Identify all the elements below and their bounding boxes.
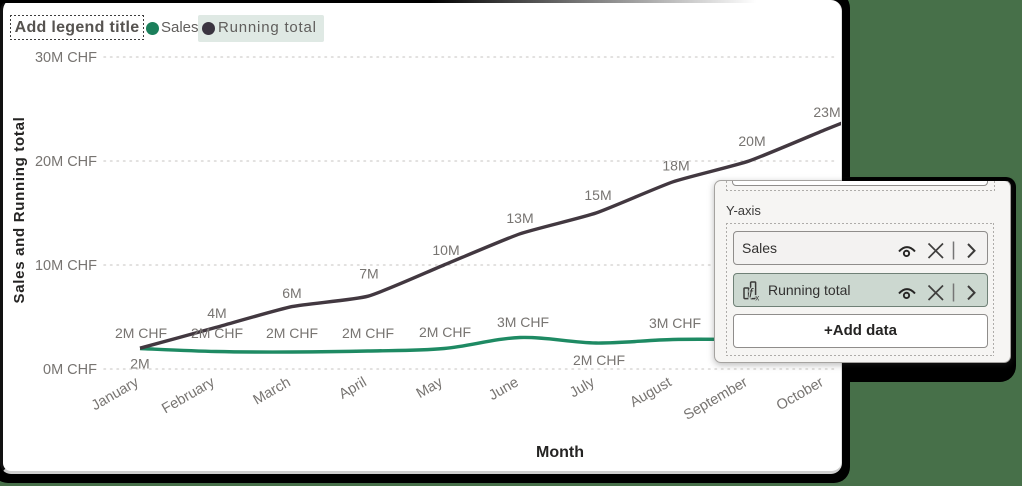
svg-text:x: x — [755, 294, 759, 302]
svg-text:3M CHF: 3M CHF — [497, 314, 549, 330]
svg-text:2M CHF: 2M CHF — [342, 325, 394, 341]
svg-text:6M: 6M — [282, 285, 301, 301]
svg-text:August: August — [627, 374, 674, 410]
svg-text:2M CHF: 2M CHF — [266, 325, 318, 341]
svg-text:4M: 4M — [207, 305, 226, 321]
svg-text:June: June — [486, 374, 521, 404]
svg-text:2M CHF: 2M CHF — [573, 352, 625, 368]
svg-text:f: f — [749, 286, 754, 301]
svg-text:10M: 10M — [432, 242, 459, 258]
svg-text:0M CHF: 0M CHF — [43, 362, 97, 378]
svg-text:September: September — [681, 374, 751, 423]
svg-text:20M: 20M — [738, 133, 765, 149]
svg-text:13M: 13M — [506, 210, 533, 226]
svg-text:x: x — [755, 294, 759, 302]
svg-text:3M CHF: 3M CHF — [649, 315, 701, 331]
svg-text:2M CHF: 2M CHF — [419, 324, 471, 340]
svg-text:March: March — [251, 374, 294, 408]
svg-text:20M CHF: 20M CHF — [35, 154, 97, 170]
svg-text:Month: Month — [536, 444, 584, 461]
svg-text:February: February — [159, 374, 218, 417]
svg-text:23M: 23M — [813, 104, 840, 120]
svg-text:October: October — [774, 374, 827, 414]
svg-text:May: May — [414, 374, 446, 402]
svg-text:7M: 7M — [359, 266, 378, 282]
svg-text:f: f — [749, 286, 754, 301]
svg-text:15M: 15M — [584, 187, 611, 203]
svg-text:18M: 18M — [662, 158, 689, 174]
svg-text:2M CHF: 2M CHF — [191, 325, 243, 341]
svg-text:30M CHF: 30M CHF — [35, 50, 97, 66]
svg-text:2M: 2M — [130, 356, 149, 372]
svg-text:10M CHF: 10M CHF — [35, 258, 97, 274]
svg-text:2M CHF: 2M CHF — [115, 325, 167, 341]
svg-text:Sales and Running total: Sales and Running total — [11, 117, 28, 304]
svg-text:April: April — [336, 374, 369, 402]
svg-text:July: July — [567, 374, 598, 401]
svg-text:January: January — [89, 374, 142, 414]
